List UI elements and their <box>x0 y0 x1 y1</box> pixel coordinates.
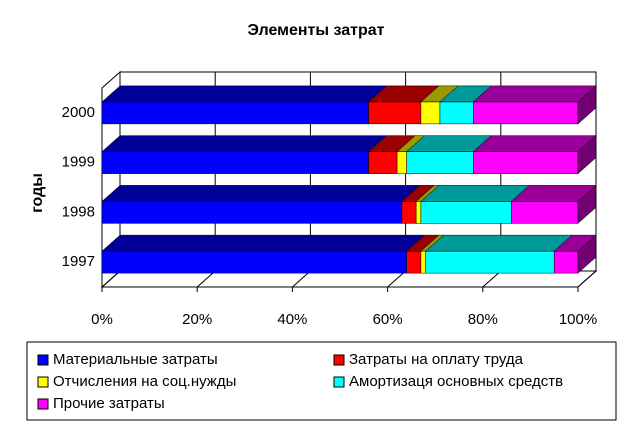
bar-segment <box>101 101 369 125</box>
floor <box>100 270 598 288</box>
bar-side <box>577 234 597 274</box>
legend-label: Отчисления на соц.нужды <box>53 373 236 390</box>
bar-top <box>472 135 597 152</box>
x-tick-label: 60% <box>373 311 403 328</box>
bar-side <box>577 135 597 175</box>
bar-top <box>472 85 597 103</box>
bar-segment <box>425 250 555 274</box>
legend-label: Материальные затраты <box>53 351 218 368</box>
bar-segment <box>473 151 579 174</box>
x-tick-label: 80% <box>468 311 498 328</box>
chart-title: Элементы затрат <box>248 22 385 39</box>
bar-segment <box>396 151 407 174</box>
bar-segment <box>420 201 512 224</box>
bar-top <box>101 135 388 152</box>
bar-top <box>420 185 531 202</box>
legend-label: Затраты на оплату труда <box>349 351 524 368</box>
bar-segment <box>420 250 426 274</box>
y-tick-label: 1997 <box>62 253 95 270</box>
x-tick-label: 100% <box>559 311 597 328</box>
bar-segment <box>101 250 407 274</box>
bar-top <box>101 185 421 202</box>
legend-marker <box>37 354 49 366</box>
bar-segment <box>511 201 579 224</box>
legend-marker <box>333 354 345 366</box>
legend-marker <box>37 398 49 410</box>
bar-segment <box>420 101 441 125</box>
legend-label: Амортизаця основных средств <box>349 373 563 390</box>
x-tick-label: 20% <box>182 311 212 328</box>
x-tick-label: 40% <box>277 311 307 328</box>
y-axis-label: годы <box>29 173 46 213</box>
bar-segment <box>101 151 369 174</box>
bar-top <box>101 234 426 252</box>
bar-segment <box>368 151 398 174</box>
y-tick-label: 1999 <box>62 154 95 171</box>
y-tick-label: 1998 <box>62 203 95 220</box>
y-tick-label: 2000 <box>62 104 95 121</box>
x-tick-label: 0% <box>91 311 113 328</box>
bar-segment <box>406 250 422 274</box>
bar-segment <box>101 201 403 224</box>
bar-segment <box>406 151 474 174</box>
bar-segment <box>415 201 422 224</box>
bar-top <box>425 234 573 252</box>
legend-label: Прочие затраты <box>53 395 165 412</box>
bar-segment <box>439 101 474 125</box>
legend-marker <box>37 376 49 388</box>
legend <box>26 341 617 421</box>
bar-segment <box>473 101 579 125</box>
bar-top <box>101 85 388 103</box>
bar-side <box>577 184 597 224</box>
bar-segment <box>368 101 422 125</box>
legend-marker <box>333 376 345 388</box>
bar-segment <box>401 201 417 224</box>
bar-segment <box>553 250 579 274</box>
bar-side <box>577 85 597 125</box>
